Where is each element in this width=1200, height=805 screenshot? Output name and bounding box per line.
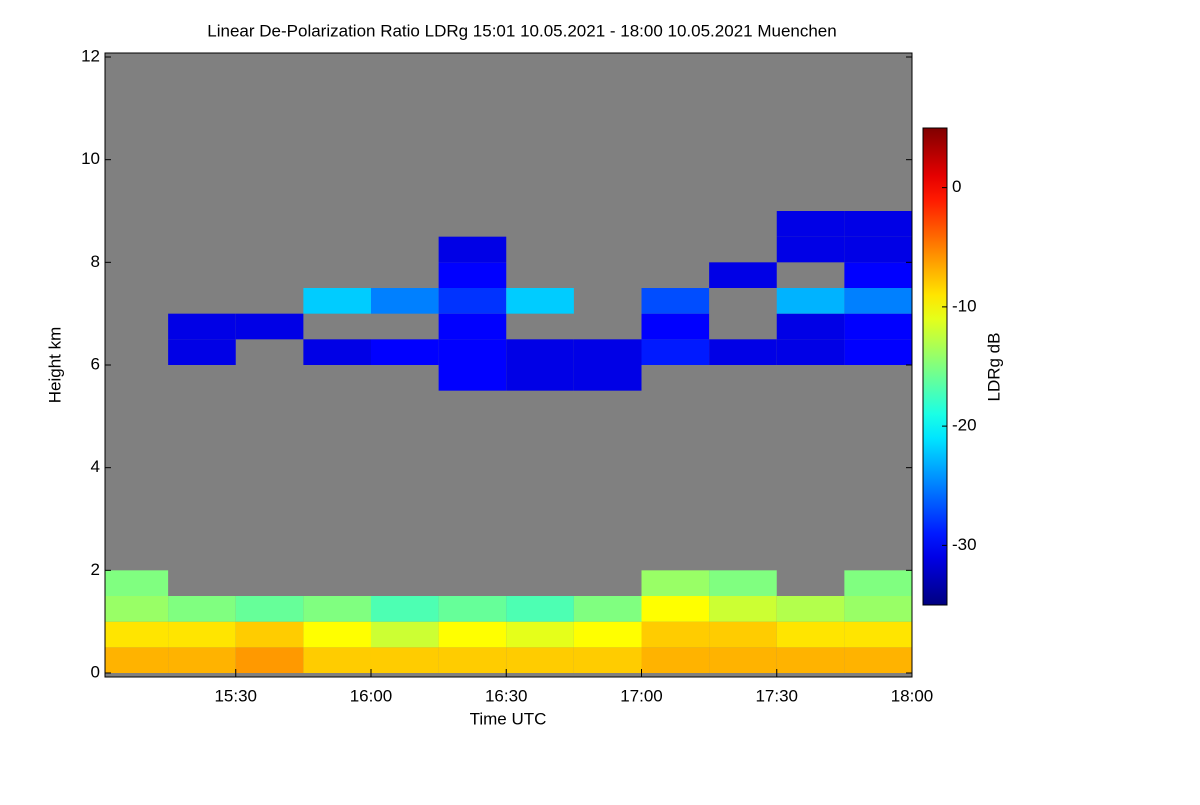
heatmap-cell (370, 288, 439, 314)
heatmap-cell (506, 621, 574, 648)
heatmap-cell (844, 339, 912, 365)
x-tick-label: 18:00 (891, 686, 934, 705)
heatmap-cell (438, 262, 507, 288)
y-tick-label: 6 (91, 354, 100, 373)
heatmap-cell (844, 570, 912, 596)
heatmap-cell (641, 288, 710, 314)
heatmap-cell (709, 621, 777, 648)
heatmap-cell (235, 313, 304, 340)
heatmap-cell (235, 621, 304, 648)
y-tick-label: 10 (81, 149, 100, 168)
x-axis-label: Time UTC (470, 709, 547, 728)
heatmap-cell (709, 570, 777, 596)
heatmap-cell (776, 288, 845, 314)
heatmap-cell (844, 288, 912, 314)
heatmap-cell (168, 339, 236, 365)
colorbar-label: LDRg dB (984, 333, 1003, 402)
heatmap-cell (105, 621, 169, 648)
heatmap-cell (506, 339, 574, 365)
heatmap-cell (573, 621, 642, 648)
heatmap-cell (438, 621, 507, 648)
x-tick-label: 15:30 (214, 686, 257, 705)
y-tick-label: 4 (91, 457, 100, 476)
y-tick-label: 2 (91, 560, 100, 579)
heatmap-cell (776, 313, 845, 340)
chart-title: Linear De-Polarization Ratio LDRg 15:01 … (207, 21, 836, 40)
heatmap-cell (709, 647, 777, 673)
heatmap-cell (438, 288, 507, 314)
heatmap-cell (844, 647, 912, 673)
colorbar (922, 127, 948, 606)
x-tick-label: 17:00 (620, 686, 663, 705)
heatmap-cell (506, 596, 574, 622)
heatmap-cell (844, 211, 912, 237)
heatmap-cell (776, 211, 845, 237)
x-tick-label: 16:30 (485, 686, 528, 705)
heatmap-cell (105, 570, 169, 596)
heatmap-cell (844, 596, 912, 622)
heatmap-cell (641, 621, 710, 648)
heatmap-cell (438, 236, 507, 263)
y-tick-label: 0 (91, 662, 100, 681)
heatmap-cell (370, 339, 439, 365)
heatmap-cell (506, 288, 574, 314)
heatmap-cell (506, 647, 574, 673)
heatmap-cell (641, 647, 710, 673)
heatmap-cell (641, 570, 710, 596)
heatmap-cell (438, 365, 507, 391)
heatmap-cell (438, 596, 507, 622)
heatmap-cell (573, 365, 642, 391)
heatmap-cell (370, 647, 439, 673)
heatmap-cell (303, 288, 371, 314)
heatmap-cell (168, 596, 236, 622)
heatmap-cell (438, 313, 507, 340)
heatmap-cell (709, 596, 777, 622)
y-tick-label: 8 (91, 252, 100, 271)
heatmap-cell (641, 596, 710, 622)
heatmap-cell (776, 339, 845, 365)
x-tick-label: 16:00 (350, 686, 393, 705)
heatmap-cell (303, 647, 371, 673)
heatmap-cell (776, 236, 845, 263)
heatmap-cell (573, 647, 642, 673)
y-axis-label: Height km (45, 327, 64, 404)
heatmap-cell (573, 596, 642, 622)
heatmap-cell (370, 596, 439, 622)
heatmap-cell (438, 339, 507, 365)
heatmap-cell (168, 647, 236, 673)
heatmap-cell (105, 596, 169, 622)
heatmap-cell (438, 647, 507, 673)
heatmap-cell (168, 621, 236, 648)
heatmap-cell (776, 621, 845, 648)
heatmap-cell (641, 339, 710, 365)
heatmap-cell (303, 621, 371, 648)
colorbar-tick-label: 0 (952, 177, 961, 196)
heatmap-cell (709, 262, 777, 288)
heatmap-cell (844, 236, 912, 263)
heatmap-cell (235, 596, 304, 622)
colorbar-tick-label: -20 (952, 416, 977, 435)
heatmap-cell (776, 596, 845, 622)
heatmap-cell (776, 647, 845, 673)
heatmap-cell (105, 647, 169, 673)
heatmap-cell (641, 313, 710, 340)
heatmap-cell (506, 365, 574, 391)
colorbar-tick-label: -10 (952, 296, 977, 315)
heatmap-cell (303, 596, 371, 622)
heatmap-cell (573, 339, 642, 365)
heatmap-cell (709, 339, 777, 365)
y-tick-label: 12 (81, 46, 100, 65)
heatmap-cell (844, 262, 912, 288)
heatmap-cell (303, 339, 371, 365)
heatmap-cell (235, 647, 304, 673)
heatmap-cell (844, 313, 912, 340)
heatmap-cell (844, 621, 912, 648)
heatmap-cell (168, 313, 236, 340)
heatmap-cell (370, 621, 439, 648)
x-tick-label: 17:30 (755, 686, 798, 705)
colorbar-tick-label: -30 (952, 535, 977, 554)
